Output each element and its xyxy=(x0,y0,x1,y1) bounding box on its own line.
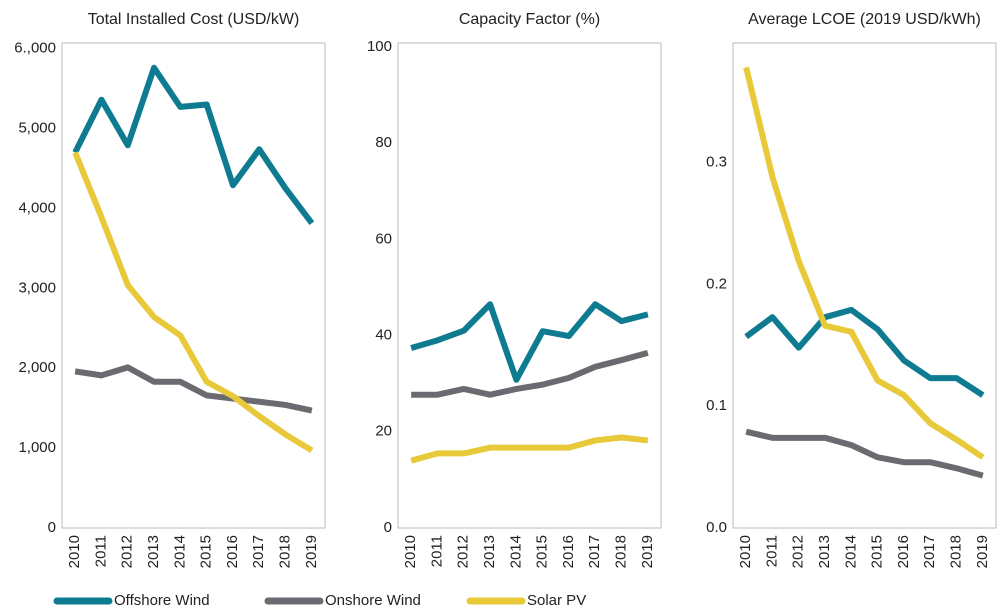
y-tick-label: 3,000 xyxy=(18,279,56,296)
y-tick-label: 2,000 xyxy=(18,359,56,376)
x-tick-label: 2013 xyxy=(145,535,162,568)
series-line xyxy=(72,151,314,454)
x-tick-label: 2010 xyxy=(737,535,754,568)
y-tick-label: 100 xyxy=(367,38,392,55)
chart-title: Capacity Factor (%) xyxy=(459,11,600,28)
y-tick-label: 4,000 xyxy=(18,199,56,216)
x-tick-label: 2018 xyxy=(613,535,630,568)
chart-title: Total Installed Cost (USD/kW) xyxy=(88,11,300,28)
x-tick-label: 2010 xyxy=(66,535,83,568)
y-tick-label: 0.1 xyxy=(706,397,727,414)
x-tick-label: 2014 xyxy=(507,535,524,568)
x-tick-label: 2019 xyxy=(303,535,320,568)
series-line xyxy=(743,66,985,460)
y-tick-label: 0 xyxy=(48,519,56,536)
y-tick-label: 5,000 xyxy=(18,119,56,136)
y-tick-label: 20 xyxy=(375,423,392,440)
x-tick-label: 2015 xyxy=(534,535,551,568)
plot-frame xyxy=(61,42,326,529)
y-tick-label: 6.,000 xyxy=(14,40,56,57)
x-tick-label: 2014 xyxy=(171,535,188,568)
y-tick-label: 0.0 xyxy=(706,519,727,536)
x-tick-label: 2014 xyxy=(842,535,859,568)
series-line xyxy=(411,349,649,398)
x-tick-label: 2015 xyxy=(198,535,215,568)
x-tick-label: 2013 xyxy=(816,535,833,568)
x-tick-label: 2011 xyxy=(763,535,780,567)
legend-label: Offshore Wind xyxy=(114,592,210,609)
x-tick-label: 2015 xyxy=(869,535,886,568)
x-tick-label: 2018 xyxy=(948,535,965,568)
x-tick-label: 2011 xyxy=(92,535,109,567)
x-tick-label: 2012 xyxy=(790,535,807,568)
chart-title: Average LCOE (2019 USD/kWh) xyxy=(748,11,981,28)
y-tick-label: 60 xyxy=(375,230,392,247)
x-tick-label: 2018 xyxy=(277,535,294,568)
y-tick-label: 0.3 xyxy=(706,153,727,170)
x-tick-label: 2016 xyxy=(224,535,241,568)
x-tick-label: 2012 xyxy=(455,535,472,568)
x-tick-label: 2017 xyxy=(586,535,603,568)
series-line xyxy=(744,306,985,398)
plot-frame xyxy=(732,42,997,529)
x-tick-label: 2010 xyxy=(402,535,419,568)
series-line xyxy=(745,428,984,479)
y-tick-label: 80 xyxy=(375,134,392,151)
x-tick-label: 2016 xyxy=(560,535,577,568)
y-tick-label: 1,000 xyxy=(18,439,56,456)
x-tick-label: 2017 xyxy=(921,535,938,568)
plot-frame xyxy=(397,42,662,529)
y-tick-label: 0 xyxy=(384,519,392,536)
legend-label: Onshore Wind xyxy=(325,592,421,609)
y-tick-label: 0.2 xyxy=(706,275,727,292)
y-tick-label: 40 xyxy=(375,327,392,344)
x-tick-label: 2011 xyxy=(428,535,445,567)
x-tick-label: 2016 xyxy=(895,535,912,568)
legend-label: Solar PV xyxy=(527,592,586,609)
series-line xyxy=(72,64,315,225)
x-tick-label: 2017 xyxy=(250,535,267,568)
series-line xyxy=(410,434,649,464)
x-tick-label: 2019 xyxy=(974,535,991,568)
series-line xyxy=(410,301,649,383)
x-tick-label: 2012 xyxy=(119,535,136,568)
series-line xyxy=(74,364,313,414)
x-tick-label: 2013 xyxy=(481,535,498,568)
x-tick-label: 2019 xyxy=(639,535,656,568)
